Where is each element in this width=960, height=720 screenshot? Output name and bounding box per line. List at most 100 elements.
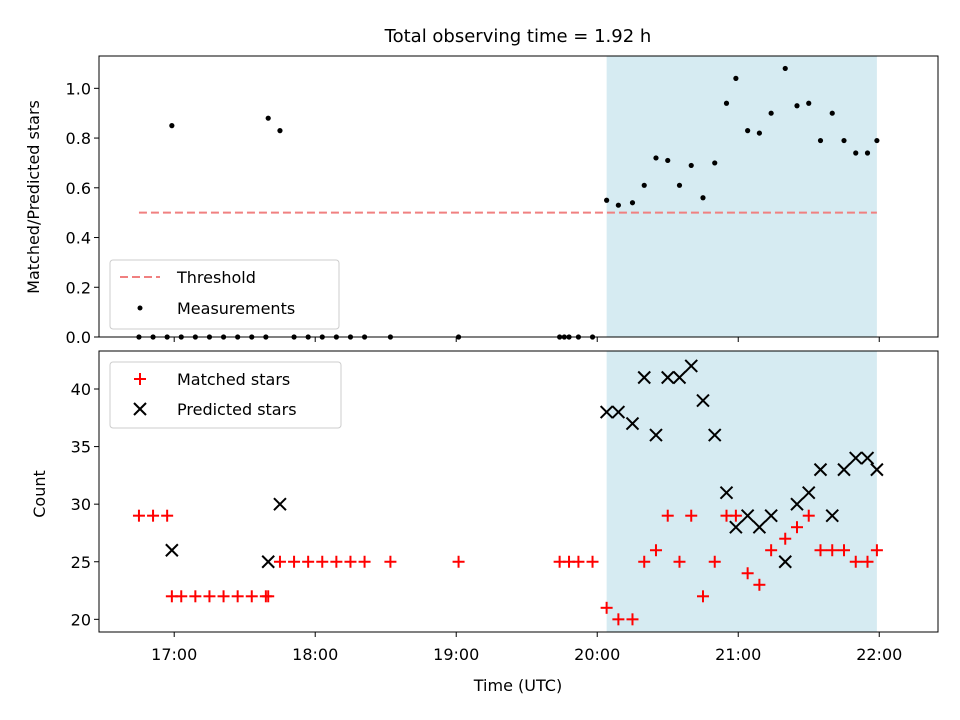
matched-star-point [638,555,651,568]
bottom-y-ticks: 20 25 30 35 40 [71,380,99,629]
predicted-star-point [813,462,828,477]
x-tick-label: 22:00 [856,645,902,664]
top-y-tick-label: 0.4 [66,229,91,248]
legend-predicted-swatch [133,402,147,416]
top-panel: 0.0 0.2 0.4 0.6 0.8 1.0 Total observing time … [24,26,939,347]
top-y-ticks: 0.0 0.2 0.4 0.6 0.8 1.0 [66,79,99,347]
matched-star-point [626,613,639,626]
legend-measurements-swatch [137,305,143,311]
matched-star-point [837,544,850,557]
predicted-star-point [165,543,179,557]
x-axis-label: Time (UTC) [473,676,562,695]
bottom-legend: Matched stars Predicted stars [109,361,342,429]
measurement-point [806,100,812,106]
bottom-y-axis-label: Count [30,470,49,518]
predicted-star-point [273,497,287,511]
matched-star-point [302,555,315,568]
measurement-point [874,137,880,144]
measurement-point [841,137,847,144]
matched-star-point [753,578,766,591]
predicted-star-point [649,428,663,442]
legend-matched-label: Matched stars [177,370,290,389]
matched-star-point [708,555,721,568]
top-y-tick-label: 1.0 [66,79,91,98]
top-y-axis-label: Matched/Predicted stars [24,100,43,294]
bottom-y-tick-label: 35 [71,438,91,457]
measurement-point [756,130,762,136]
legend-threshold-label: Threshold [176,268,256,287]
matched-star-point [147,509,160,522]
top-y-tick-label: 0.6 [66,179,91,198]
measurement-point [676,182,683,188]
top-x-ticks [173,337,880,342]
matched-star-point [132,509,145,522]
matched-star-point [765,544,778,557]
bottom-axes-frame [98,350,939,633]
measurement-point [604,197,610,203]
predicted-star-point [708,428,722,442]
predicted-star-point [261,555,275,569]
predicted-star-point [790,497,804,511]
matched-star-point [175,590,188,603]
measurement-point [829,110,835,116]
bottom-points [132,359,884,626]
legend-predicted-label: Predicted stars [177,400,297,419]
measurement-point [817,137,824,144]
matched-star-point [288,555,301,568]
matched-star-point [779,532,792,545]
measurement-point [723,100,730,106]
bottom-x-ticks: 17:00 18:00 19:00 20:00 21:00 22:00 [151,632,902,664]
predicted-star-point [837,462,851,477]
matched-star-point [741,567,754,580]
predicted-star-point [860,451,875,465]
predicted-star-point [599,405,614,419]
matched-star-point [217,590,230,603]
predicted-star-point [764,508,778,523]
matched-star-point [344,555,357,568]
predicted-star-point [729,520,743,534]
top-y-tick-label: 0.0 [66,328,91,347]
measurement-point [853,150,859,156]
bottom-y-tick-label: 25 [71,553,91,572]
measurement-point [712,160,718,166]
measurement-point [782,65,788,72]
matched-star-point [696,590,709,603]
measurement-point [277,128,283,134]
matched-star-point [600,601,613,614]
top-legend-box [109,259,340,330]
matched-star-point [384,555,397,568]
matched-star-point [330,555,343,568]
bottom-legend-box [109,361,342,429]
chart-title: Total observing time = 1.92 h [384,26,652,47]
bottom-highlight-span [606,351,877,632]
top-y-tick-label: 0.2 [66,278,91,297]
matched-star-point [802,509,815,522]
predicted-star-point [778,555,792,569]
legend-matched-swatch [134,373,146,385]
predicted-star-point [611,405,626,419]
predicted-star-point [849,451,863,465]
matched-star-point [612,613,625,626]
measurement-point [794,103,800,109]
predicted-star-point [661,370,675,385]
matched-star-point [826,544,839,557]
matched-star-point [814,544,827,557]
predicted-star-point [625,416,640,431]
matched-star-point [452,555,465,568]
matched-star-point [790,521,803,534]
top-y-tick-label: 0.8 [66,129,91,148]
top-highlight-span [606,56,877,337]
x-tick-label: 17:00 [151,645,197,664]
matched-star-point [673,555,686,568]
matched-star-point [849,555,862,568]
predicted-star-point [637,370,651,385]
top-legend: Threshold Measurements [109,259,340,330]
matched-star-point [161,509,174,522]
matched-star-point [231,590,244,603]
matched-star-point [861,555,874,568]
measurement-point [665,157,671,164]
matched-star-point [358,555,371,568]
bottom-panel: 20 25 30 35 40 17:00 18:00 19:00 20:00 21:00 22:0… [30,350,939,695]
matched-star-point [685,509,698,522]
